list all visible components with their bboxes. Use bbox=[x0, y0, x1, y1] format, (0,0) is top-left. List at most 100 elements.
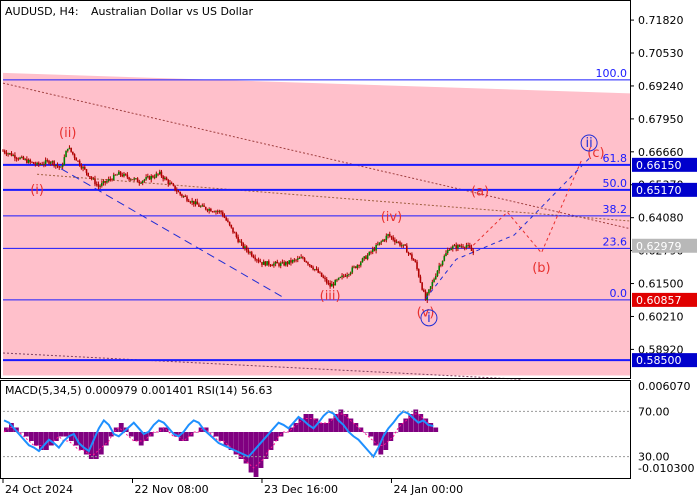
candle-body bbox=[186, 196, 188, 201]
candle-body bbox=[303, 258, 306, 262]
candle-body bbox=[366, 255, 369, 259]
candle-body bbox=[174, 185, 176, 191]
macd-bar bbox=[273, 432, 279, 441]
macd-bar bbox=[333, 414, 339, 432]
candle-body bbox=[99, 185, 101, 187]
candle-body bbox=[312, 267, 314, 270]
macd-bar bbox=[83, 432, 89, 455]
candle-body bbox=[436, 270, 439, 277]
macd-bar bbox=[208, 432, 214, 433]
candle-body bbox=[97, 184, 100, 187]
macd-bar bbox=[253, 432, 259, 477]
candle-body bbox=[365, 256, 367, 259]
candle-body bbox=[370, 251, 372, 253]
candle-body bbox=[14, 155, 16, 159]
wave-circle bbox=[420, 309, 438, 327]
macd-bar bbox=[348, 418, 354, 432]
sell-zone bbox=[3, 72, 630, 376]
x-tick-label: 22 Nov 08:00 bbox=[134, 483, 208, 496]
y-tick-label: 0.70530 bbox=[638, 47, 684, 60]
candle-body bbox=[421, 282, 423, 290]
macd-bar bbox=[43, 432, 49, 450]
macd-bar bbox=[98, 432, 104, 455]
macd-bar bbox=[228, 432, 234, 450]
candle-body bbox=[7, 153, 9, 155]
candle-body bbox=[169, 182, 171, 184]
level-price-box bbox=[632, 157, 697, 172]
candle-body bbox=[395, 241, 398, 243]
upper-trendline bbox=[2, 82, 631, 230]
candle-body bbox=[204, 206, 207, 210]
support-price-box bbox=[632, 292, 697, 307]
candle-body bbox=[332, 283, 335, 286]
candle-body bbox=[276, 261, 279, 264]
candle-body bbox=[281, 262, 284, 264]
candle-body bbox=[135, 178, 137, 180]
candle-body bbox=[143, 179, 146, 181]
macd-bar bbox=[343, 414, 349, 432]
candle-body bbox=[106, 180, 108, 183]
candle-body bbox=[15, 158, 18, 160]
macd-bar bbox=[383, 432, 389, 450]
candle-body bbox=[80, 165, 83, 169]
candle-body bbox=[322, 276, 325, 278]
wave-label: (b) bbox=[532, 261, 550, 276]
candle-body bbox=[199, 206, 202, 208]
indicator-frame bbox=[0, 380, 631, 479]
candle-body bbox=[237, 236, 239, 242]
candle-body bbox=[60, 166, 62, 168]
candle-body bbox=[153, 177, 156, 179]
macd-bar bbox=[233, 432, 239, 455]
candle-body bbox=[22, 156, 25, 160]
candle-body bbox=[358, 265, 360, 266]
candle-body bbox=[128, 177, 130, 180]
macd-bar bbox=[53, 432, 59, 441]
candle-body bbox=[182, 195, 185, 197]
macd-bar bbox=[178, 432, 184, 441]
wave-annotations-group: (i)(ii)(iii)(iv)(v)(a)(b)(c)iii bbox=[30, 126, 605, 327]
macd-bar bbox=[428, 423, 434, 432]
wave-label: ii bbox=[585, 136, 592, 151]
candle-body bbox=[411, 254, 413, 259]
macd-bar bbox=[4, 427, 9, 432]
macd-bar bbox=[353, 423, 359, 432]
macd-bar bbox=[398, 423, 404, 432]
wave-label: i bbox=[427, 311, 431, 326]
candle-body bbox=[78, 160, 81, 166]
candle-body bbox=[68, 147, 71, 149]
candle-body bbox=[344, 276, 347, 277]
macd-bar bbox=[28, 432, 34, 441]
macd-bar bbox=[148, 432, 154, 437]
candle-body bbox=[452, 246, 454, 249]
candle-body bbox=[164, 177, 166, 179]
candle-body bbox=[230, 224, 233, 228]
candle-body bbox=[245, 246, 248, 251]
macd-bar bbox=[308, 414, 314, 432]
indicator-tick-label: 30.00 bbox=[638, 451, 670, 464]
candle-body bbox=[112, 174, 115, 181]
candle-body bbox=[375, 244, 377, 251]
candle-body bbox=[187, 200, 190, 202]
candle-body bbox=[249, 252, 251, 254]
x-tick-label: 24 Oct 2024 bbox=[5, 483, 73, 496]
candle-body bbox=[48, 160, 50, 164]
macd-bar bbox=[213, 432, 219, 437]
macd-bar bbox=[103, 432, 109, 446]
candle-body bbox=[274, 261, 277, 264]
candle-body bbox=[131, 179, 134, 181]
candle-body bbox=[162, 176, 164, 179]
candle-body bbox=[351, 267, 354, 273]
candle-body bbox=[34, 163, 37, 165]
candle-body bbox=[315, 269, 318, 270]
candle-body bbox=[118, 171, 120, 175]
fib-label: 0.0 bbox=[610, 287, 628, 300]
candle-body bbox=[371, 249, 374, 253]
macd-bar bbox=[138, 432, 144, 446]
y-tick-label: 0.60210 bbox=[638, 310, 684, 323]
candle-body bbox=[273, 263, 275, 266]
candle-body bbox=[221, 212, 224, 216]
macd-bar bbox=[133, 432, 139, 441]
candle-body bbox=[262, 261, 265, 265]
candle-body bbox=[293, 259, 296, 261]
